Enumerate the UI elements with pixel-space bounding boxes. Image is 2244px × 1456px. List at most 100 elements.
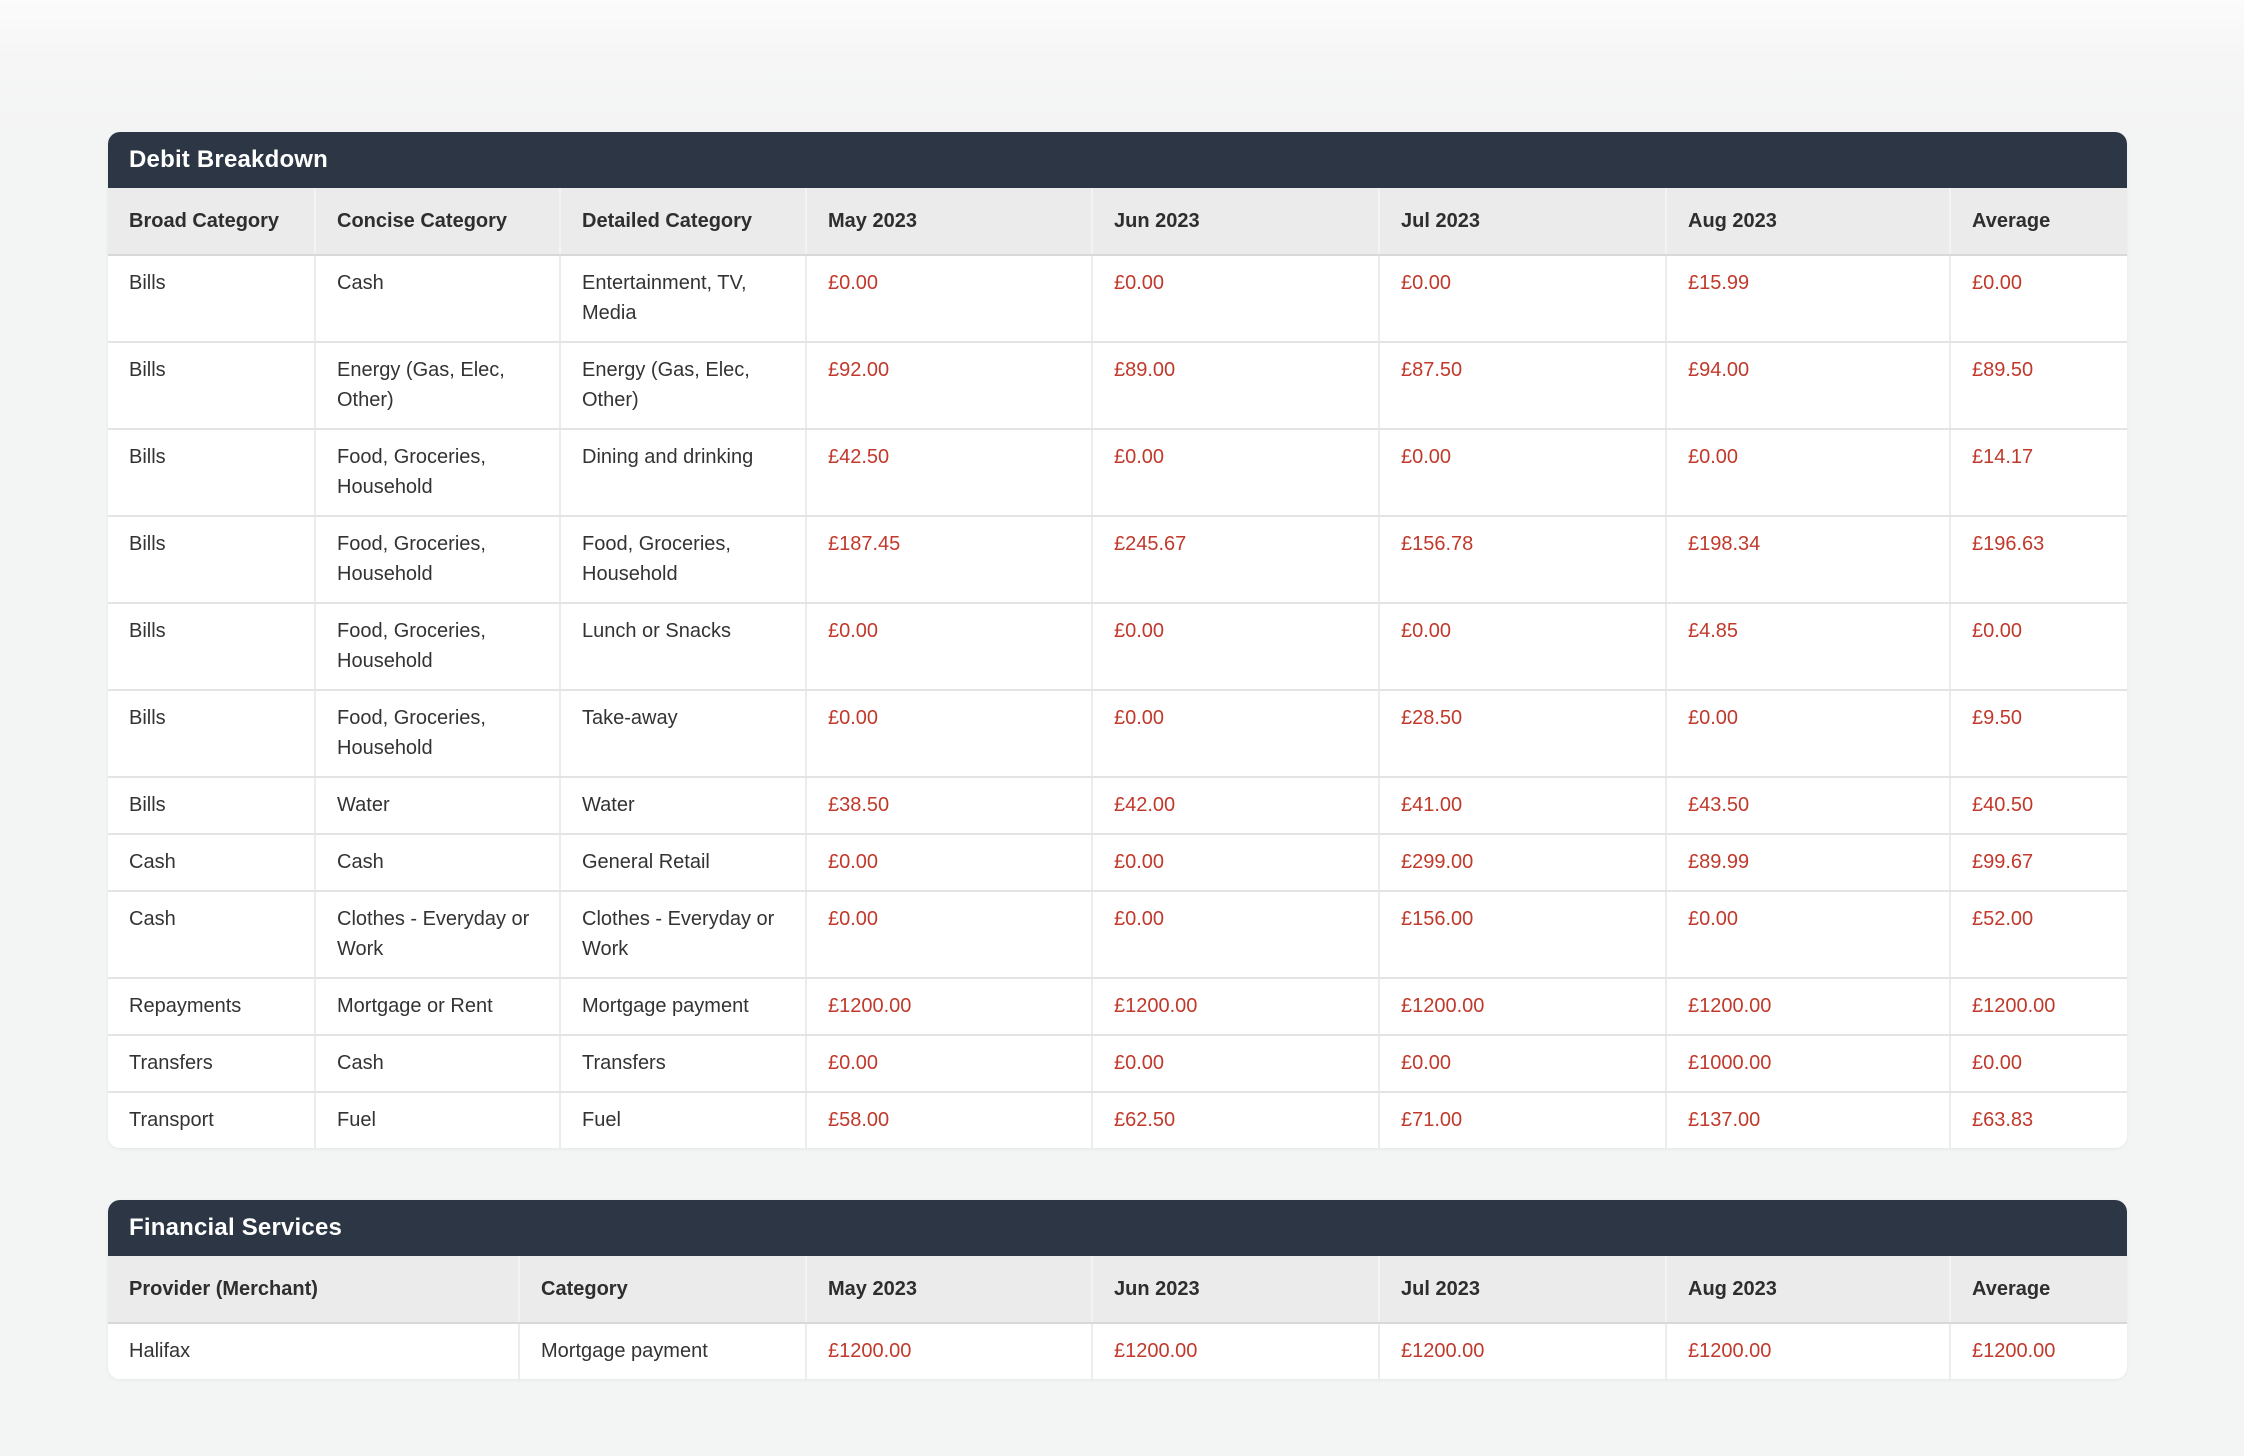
amount-cell: £0.00 — [1949, 603, 2127, 691]
category-cell: Cash — [108, 834, 315, 892]
table-row: Bills Food, Groceries, Household Dining an… — [108, 429, 2127, 517]
amount-cell: £156.78 — [1378, 516, 1666, 604]
category-cell: Transfers — [108, 1035, 315, 1093]
amount-cell: £1200.00 — [1091, 1323, 1379, 1379]
amount-cell: £14.17 — [1949, 429, 2127, 517]
table-row: Transfers Cash Transfers £0.00 £0.00 £0.00 £10… — [108, 1035, 2127, 1093]
column-header: Aug 2023 — [1665, 188, 1950, 256]
table-row: Transport Fuel Fuel £58.00 £62.50 £71.00 £137.… — [108, 1092, 2127, 1148]
amount-cell: £0.00 — [1091, 255, 1379, 343]
financial-services-title: Financial Services — [108, 1200, 2127, 1256]
category-cell: Dining and drinking — [559, 429, 806, 517]
category-cell: Food, Groceries, Household — [314, 429, 560, 517]
amount-cell: £1200.00 — [1665, 978, 1950, 1036]
amount-cell: £94.00 — [1665, 342, 1950, 430]
category-cell: Fuel — [559, 1092, 806, 1148]
amount-cell: £137.00 — [1665, 1092, 1950, 1148]
table-row: Bills Food, Groceries, Household Lunch or … — [108, 603, 2127, 691]
category-cell: Take-away — [559, 690, 806, 778]
category-cell: Entertainment, TV, Media — [559, 255, 806, 343]
category-cell: Mortgage payment — [518, 1323, 806, 1379]
table-row: Cash Clothes - Everyday or Work Clothes - … — [108, 891, 2127, 979]
column-header: Aug 2023 — [1665, 1256, 1950, 1324]
amount-cell: £4.85 — [1665, 603, 1950, 691]
column-header: Detailed Category — [559, 188, 806, 256]
amount-cell: £1200.00 — [1378, 978, 1666, 1036]
table-row: Repayments Mortgage or Rent Mortgage payme… — [108, 978, 2127, 1036]
amount-cell: £52.00 — [1949, 891, 2127, 979]
category-cell: Cash — [314, 834, 560, 892]
category-cell: Energy (Gas, Elec, Other) — [559, 342, 806, 430]
amount-cell: £1000.00 — [1665, 1035, 1950, 1093]
amount-cell: £38.50 — [805, 777, 1092, 835]
column-header: Average — [1949, 1256, 2127, 1324]
category-cell: Water — [559, 777, 806, 835]
amount-cell: £156.00 — [1378, 891, 1666, 979]
category-cell: Halifax — [108, 1323, 519, 1379]
column-header: Category — [518, 1256, 806, 1324]
amount-cell: £198.34 — [1665, 516, 1950, 604]
amount-cell: £0.00 — [1665, 891, 1950, 979]
amount-cell: £0.00 — [1949, 255, 2127, 343]
category-cell: Food, Groceries, Household — [559, 516, 806, 604]
debit-breakdown-table: Broad Category Concise Category Detailed C… — [108, 188, 2127, 1148]
amount-cell: £43.50 — [1665, 777, 1950, 835]
table-row: Cash Cash General Retail £0.00 £0.00 £299.00 £… — [108, 834, 2127, 892]
amount-cell: £0.00 — [805, 255, 1092, 343]
amount-cell: £0.00 — [1091, 429, 1379, 517]
amount-cell: £0.00 — [805, 834, 1092, 892]
category-cell: Bills — [108, 516, 315, 604]
category-cell: Bills — [108, 777, 315, 835]
category-cell: Mortgage payment — [559, 978, 806, 1036]
amount-cell: £0.00 — [1091, 1035, 1379, 1093]
financial-services-body: Halifax Mortgage payment £1200.00 £1200.00 £… — [108, 1323, 2127, 1379]
amount-cell: £28.50 — [1378, 690, 1666, 778]
category-cell: Clothes - Everyday or Work — [314, 891, 560, 979]
category-cell: Bills — [108, 342, 315, 430]
amount-cell: £1200.00 — [1665, 1323, 1950, 1379]
amount-cell: £1200.00 — [1949, 978, 2127, 1036]
amount-cell: £71.00 — [1378, 1092, 1666, 1148]
category-cell: Fuel — [314, 1092, 560, 1148]
amount-cell: £63.83 — [1949, 1092, 2127, 1148]
category-cell: Cash — [108, 891, 315, 979]
category-cell: Cash — [314, 1035, 560, 1093]
category-cell: Bills — [108, 429, 315, 517]
amount-cell: £89.50 — [1949, 342, 2127, 430]
table-row: Bills Energy (Gas, Elec, Other) Energy (Ga… — [108, 342, 2127, 430]
amount-cell: £1200.00 — [1378, 1323, 1666, 1379]
report-page: Debit Breakdown Broad Category Concise Ca… — [108, 132, 2127, 1379]
amount-cell: £42.50 — [805, 429, 1092, 517]
category-cell: Food, Groceries, Household — [314, 603, 560, 691]
category-cell: Mortgage or Rent — [314, 978, 560, 1036]
amount-cell: £0.00 — [805, 891, 1092, 979]
amount-cell: £196.63 — [1949, 516, 2127, 604]
financial-services-table: Provider (Merchant) Category May 2023 Jun 2… — [108, 1256, 2127, 1379]
category-cell: Transport — [108, 1092, 315, 1148]
amount-cell: £58.00 — [805, 1092, 1092, 1148]
amount-cell: £0.00 — [1091, 834, 1379, 892]
amount-cell: £41.00 — [1378, 777, 1666, 835]
amount-cell: £299.00 — [1378, 834, 1666, 892]
amount-cell: £0.00 — [1091, 603, 1379, 691]
amount-cell: £9.50 — [1949, 690, 2127, 778]
table-row: Halifax Mortgage payment £1200.00 £1200.00 £… — [108, 1323, 2127, 1379]
amount-cell: £0.00 — [1665, 690, 1950, 778]
category-cell: Food, Groceries, Household — [314, 516, 560, 604]
column-header: Jul 2023 — [1378, 188, 1666, 256]
amount-cell: £1200.00 — [1949, 1323, 2127, 1379]
amount-cell: £40.50 — [1949, 777, 2127, 835]
category-cell: Repayments — [108, 978, 315, 1036]
amount-cell: £0.00 — [1378, 429, 1666, 517]
amount-cell: £187.45 — [805, 516, 1092, 604]
amount-cell: £245.67 — [1091, 516, 1379, 604]
amount-cell: £92.00 — [805, 342, 1092, 430]
table-row: Bills Water Water £38.50 £42.00 £41.00 £43.50 £… — [108, 777, 2127, 835]
amount-cell: £15.99 — [1665, 255, 1950, 343]
table-row: Bills Cash Entertainment, TV, Media £0.00 £0… — [108, 255, 2127, 343]
column-header: Broad Category — [108, 188, 315, 256]
financial-services-card: Financial Services Provider (Merchant) Ca… — [108, 1200, 2127, 1379]
category-cell: Bills — [108, 690, 315, 778]
column-header: May 2023 — [805, 188, 1092, 256]
amount-cell: £89.99 — [1665, 834, 1950, 892]
